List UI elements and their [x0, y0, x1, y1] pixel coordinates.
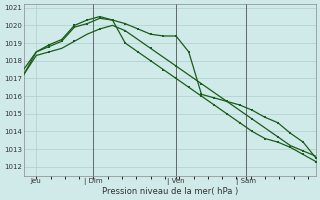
- X-axis label: Pression niveau de la mer( hPa ): Pression niveau de la mer( hPa ): [101, 187, 238, 196]
